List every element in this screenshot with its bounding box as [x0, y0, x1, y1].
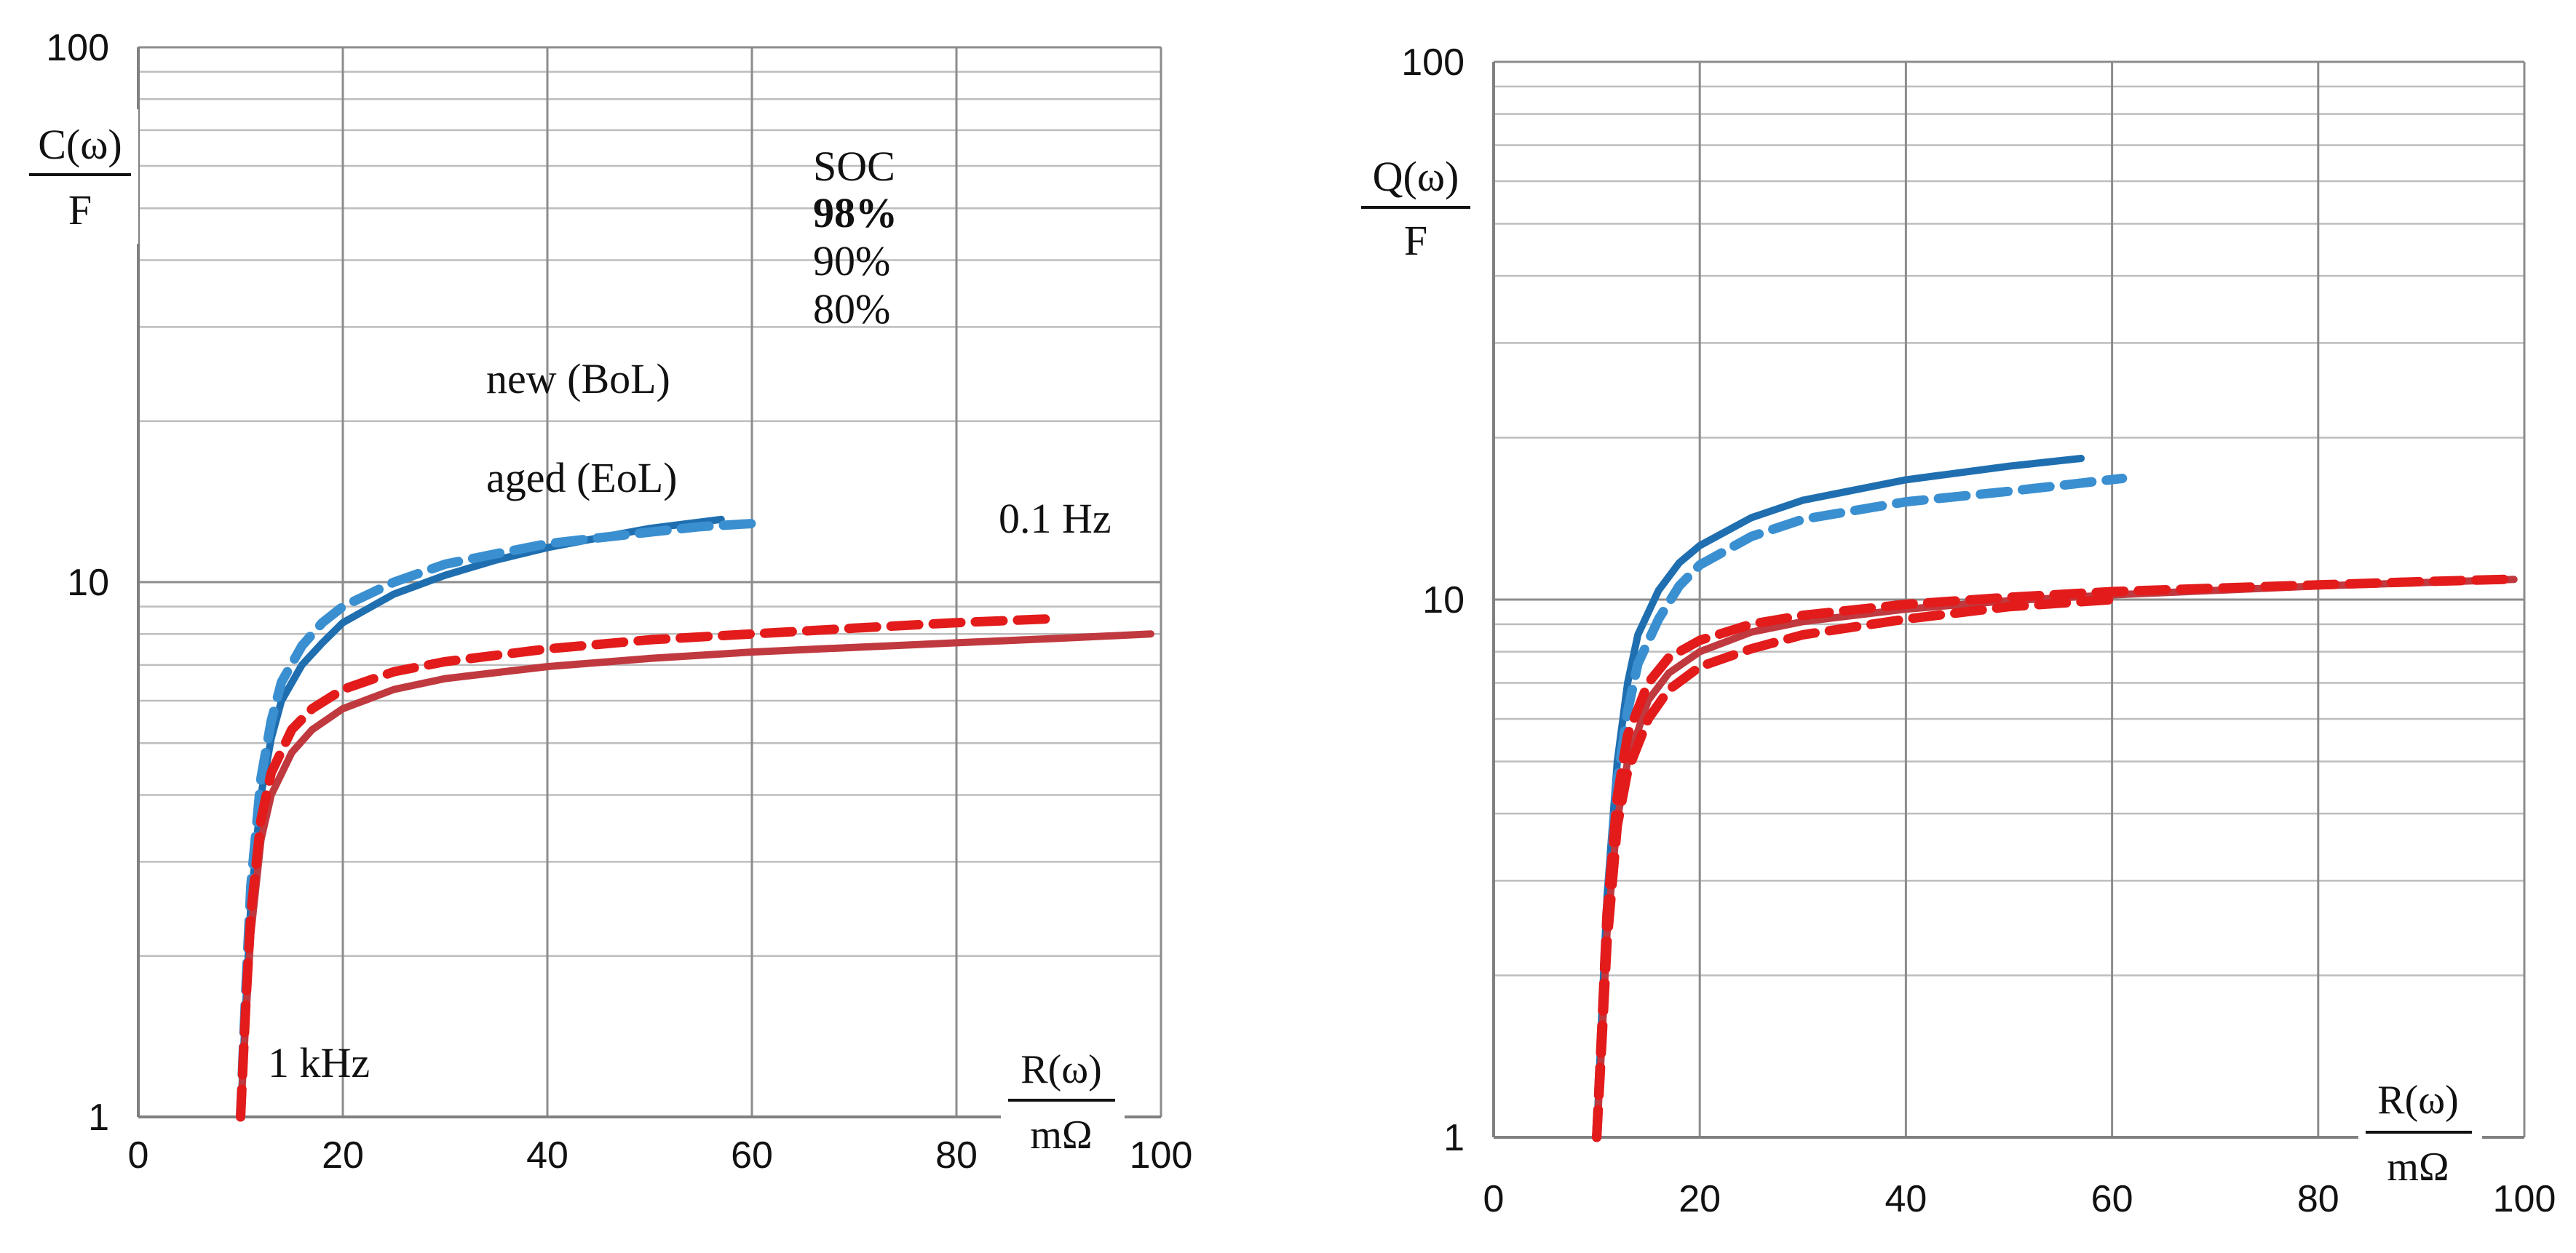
x-tick-label: 60 [2091, 1178, 2133, 1220]
chart-right: 0 20 40 60 80 100 1 10 100 Q(ω) F R(ω) mΩ [1354, 41, 2556, 1220]
x-tick-label: 0 [1483, 1178, 1505, 1220]
y-label-right-den: F [1404, 217, 1427, 264]
soc-98: 98% [813, 189, 897, 236]
x-tick-label: 20 [1679, 1178, 1721, 1220]
y-tick-label: 10 [67, 562, 109, 604]
series-line-4 [236, 613, 1063, 1122]
y-label-left-num: C(ω) [38, 121, 122, 168]
x-ticks-left: 0 20 40 60 80 100 [128, 1134, 1193, 1177]
x-tick-label: 20 [322, 1134, 364, 1177]
x-tick-label: 40 [526, 1134, 568, 1177]
freq-high-label: 1 kHz [268, 1039, 370, 1086]
x-tick-label: 60 [731, 1134, 773, 1177]
soc-title: SOC [813, 143, 895, 190]
grid-left [137, 46, 1162, 1118]
freq-low-label: 0.1 Hz [999, 495, 1111, 542]
x-tick-label: 40 [1885, 1178, 1927, 1220]
chart-left: 0 20 40 60 80 100 1 10 100 C(ω) F R(ω) mΩ SOC 9… [15, 27, 1192, 1177]
series-left [236, 515, 1154, 1122]
x-tick-label: 100 [1130, 1134, 1193, 1177]
y-label-left-bg [15, 109, 138, 244]
x-label-right-den: mΩ [2387, 1145, 2449, 1190]
soc-90: 90% [813, 237, 890, 285]
x-ticks-right: 0 20 40 60 80 100 [1483, 1178, 2556, 1220]
y-ticks-left: 1 10 100 [46, 27, 109, 1139]
y-label-right-bg [1354, 138, 1478, 269]
y-tick-label: 100 [1401, 41, 1465, 84]
x-label-left-bg [1001, 1044, 1125, 1161]
y-tick-label: 100 [46, 27, 109, 69]
y-tick-label: 1 [1443, 1117, 1465, 1159]
x-tick-label: 100 [2493, 1178, 2556, 1220]
x-label-left-den: mΩ [1030, 1113, 1092, 1158]
series-line-2 [1592, 474, 2128, 1142]
y-tick-label: 10 [1422, 579, 1465, 621]
grid-right [1492, 60, 2526, 1139]
y-label-left-den: F [68, 186, 92, 234]
legend-aged-eol: aged (EoL) [486, 454, 677, 501]
x-label-right-num: R(ω) [2377, 1078, 2459, 1123]
x-tick-label: 0 [128, 1134, 149, 1177]
series-right [1592, 455, 2518, 1142]
y-ticks-right: 1 10 100 [1401, 41, 1465, 1159]
x-tick-label: 80 [2297, 1178, 2339, 1220]
legend-new-bol: new (BoL) [486, 355, 670, 402]
y-tick-label: 1 [88, 1097, 109, 1139]
soc-80: 80% [813, 285, 890, 333]
series-line-3 [237, 630, 1154, 1121]
series-line-5 [1592, 594, 2117, 1142]
y-label-right-num: Q(ω) [1373, 153, 1459, 200]
x-label-left-num: R(ω) [1021, 1047, 1102, 1092]
x-tick-label: 80 [935, 1134, 978, 1177]
x-label-right-bg [2358, 1062, 2482, 1193]
